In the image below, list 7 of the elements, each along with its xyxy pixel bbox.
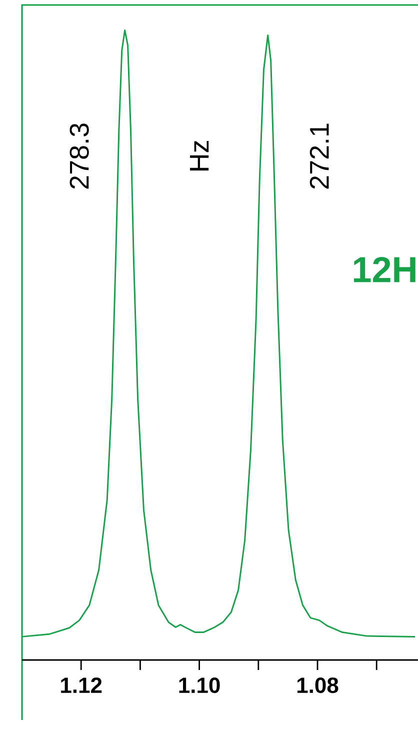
annotation: 12H — [354, 256, 416, 282]
x-tick-label: 1.12 — [61, 678, 102, 693]
annotation: 272.1 — [310, 124, 329, 189]
x-tick-label: 1.10 — [179, 678, 220, 694]
x-tick-label: 1.08 — [297, 678, 338, 694]
annotation: Hz — [190, 141, 209, 170]
annotation: 278.3 — [70, 124, 89, 189]
